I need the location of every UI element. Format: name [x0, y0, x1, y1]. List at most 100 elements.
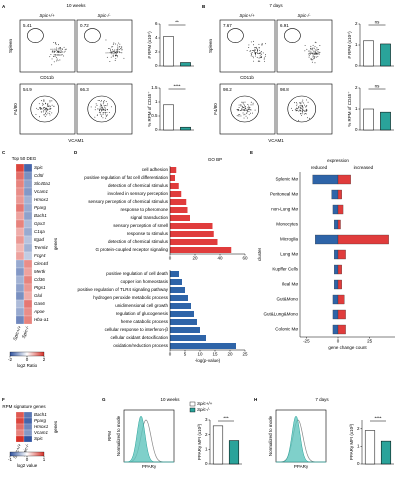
- column-label: Spic+/+: [12, 443, 22, 459]
- event-dot: [249, 107, 251, 109]
- event-dot: [110, 49, 112, 51]
- event-dot: [310, 50, 312, 52]
- event-dot: [307, 117, 309, 119]
- event-dot: [51, 50, 53, 52]
- event-dot: [252, 55, 254, 57]
- event-dot: [43, 114, 45, 116]
- event-dot: [238, 107, 240, 108]
- event-dot: [246, 112, 248, 114]
- event-dot: [110, 52, 112, 53]
- event-dot: [301, 104, 303, 106]
- category-label: Microglia: [280, 237, 299, 242]
- event-dot: [48, 105, 50, 107]
- x-tick-label: 20: [192, 256, 198, 261]
- category-label: response to stimulus: [127, 231, 169, 236]
- event-dot: [114, 49, 116, 51]
- event-dot: [60, 51, 62, 53]
- event-dot: [314, 56, 316, 58]
- event-dot: [44, 107, 46, 109]
- event-dot: [111, 51, 113, 53]
- event-dot: [313, 47, 315, 49]
- event-dot: [255, 46, 257, 48]
- event-dot: [59, 54, 61, 56]
- event-dot: [45, 109, 47, 111]
- event-dot: [258, 57, 260, 59]
- event-dot: [237, 109, 239, 111]
- event-dot: [39, 107, 41, 109]
- event-dot: [106, 109, 108, 111]
- event-dot: [306, 109, 308, 111]
- event-dot: [240, 115, 242, 117]
- event-dot: [43, 100, 45, 102]
- event-dot: [248, 44, 250, 46]
- event-dot: [312, 54, 314, 56]
- histogram-knockout: [124, 415, 174, 463]
- event-dot: [258, 43, 260, 45]
- event-dot: [250, 101, 252, 103]
- event-dot: [308, 53, 310, 55]
- event-dot: [311, 61, 313, 63]
- gate-percentage: 0.72: [80, 23, 89, 28]
- event-dot: [45, 111, 47, 113]
- bar: [170, 311, 194, 317]
- event-dot: [99, 108, 101, 110]
- event-dot: [260, 51, 262, 53]
- heatmap-cell: [23, 307, 33, 317]
- event-dot: [101, 107, 103, 109]
- event-dot: [265, 43, 266, 45]
- event-dot: [111, 46, 113, 48]
- legend-title: expression: [327, 158, 349, 163]
- row-label: Spleen: [208, 38, 213, 53]
- event-dot: [239, 114, 241, 116]
- row-label: Spic: [34, 165, 44, 170]
- event-dot: [256, 56, 258, 58]
- category-label: positive regulation of fat cell differen…: [84, 175, 168, 180]
- bar: [337, 294, 345, 305]
- event-dot: [36, 107, 38, 109]
- event-dot: [253, 44, 254, 46]
- gate-percentage: 5.41: [23, 23, 32, 28]
- event-dot: [319, 45, 321, 46]
- event-dot: [305, 110, 307, 112]
- event-dot: [317, 49, 319, 51]
- heatmap-cell: [15, 187, 25, 197]
- event-dot: [304, 110, 306, 112]
- event-dot: [240, 105, 242, 107]
- bar: [170, 271, 179, 277]
- event-dot: [55, 54, 57, 56]
- event-dot: [305, 109, 307, 111]
- event-dot: [243, 104, 245, 106]
- event-dot: [315, 42, 317, 44]
- event-dot: [102, 117, 104, 119]
- event-dot: [112, 55, 114, 56]
- flow-plot: [76, 83, 133, 135]
- bar: [334, 249, 339, 260]
- category-label: sensory perception of smell: [113, 223, 168, 228]
- event-dot: [318, 49, 320, 50]
- event-dot: [53, 54, 55, 56]
- event-dot: [40, 108, 42, 110]
- event-dot: [49, 114, 51, 116]
- heatmap-cell: [15, 259, 25, 269]
- event-dot: [98, 112, 100, 114]
- axis-label: PPARγ: [142, 464, 157, 469]
- event-dot: [99, 110, 101, 112]
- event-dot: [317, 52, 319, 54]
- event-dot: [314, 46, 316, 48]
- y-axis-label: # RPM (x10⁴): [347, 31, 352, 59]
- event-dot: [259, 49, 260, 51]
- event-dot: [255, 54, 256, 55]
- event-dot: [53, 51, 55, 53]
- event-dot: [59, 47, 61, 48]
- event-dot: [103, 102, 105, 104]
- y-axis-label: PPARγ MFI (x10³): [197, 423, 202, 460]
- y-axis-label: % RPM of CD45⁺: [147, 91, 152, 127]
- event-dot: [105, 39, 107, 41]
- event-dot: [264, 55, 266, 57]
- event-dot: [245, 115, 247, 117]
- event-dot: [47, 103, 49, 105]
- event-dot: [90, 106, 92, 108]
- panel-letter: B: [202, 4, 206, 9]
- event-dot: [43, 109, 45, 111]
- group-label: Spic-/-: [297, 13, 311, 18]
